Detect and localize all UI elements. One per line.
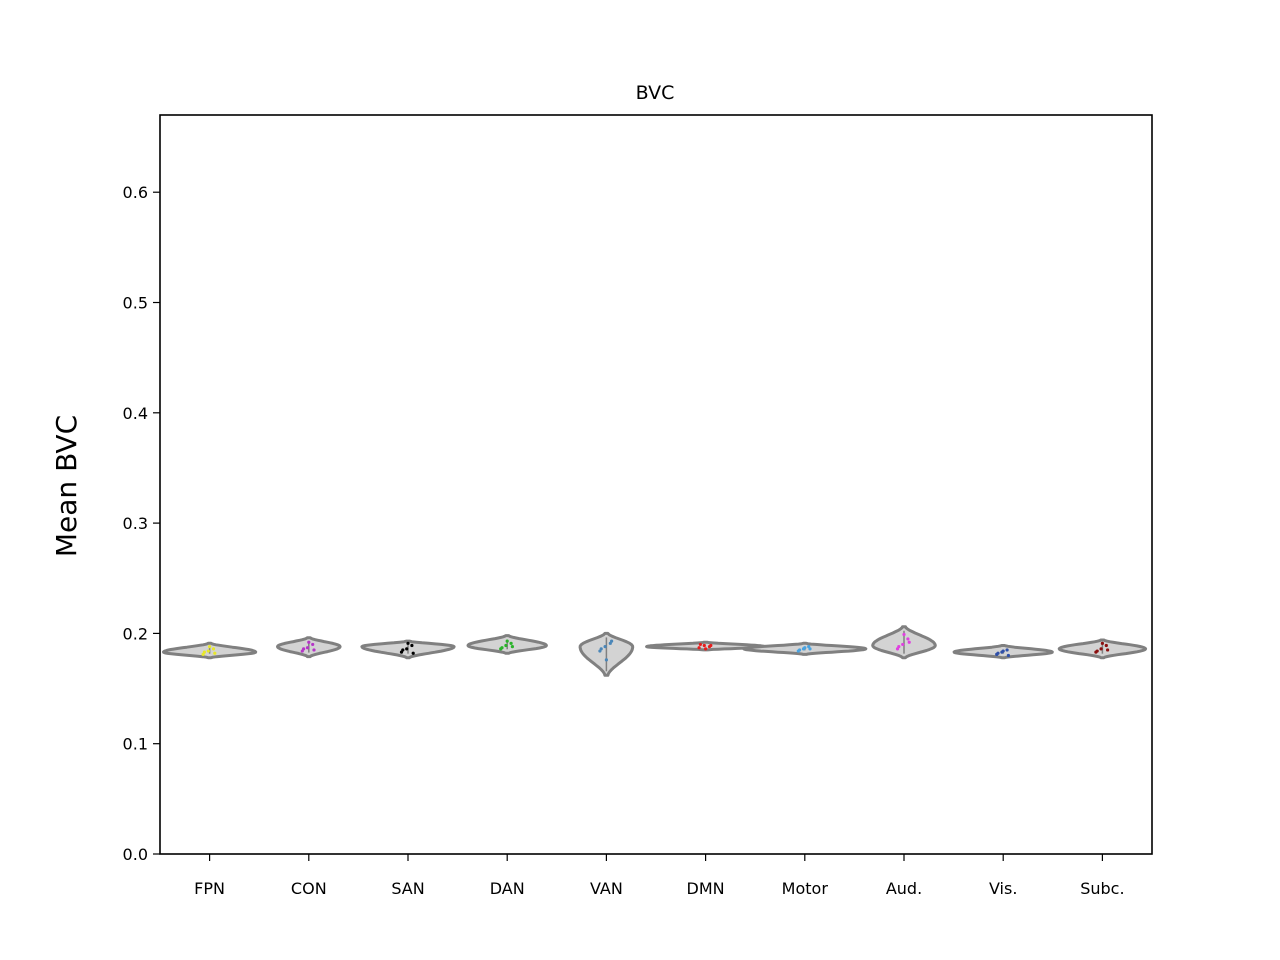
x-tick-label: Subc. [1080,879,1124,898]
data-point [401,648,405,652]
violin-van [578,631,635,677]
x-tick-label: CON [291,879,327,898]
data-point [208,645,212,649]
data-point [206,649,210,653]
y-axis-label: Mean BVC [50,415,83,557]
data-point [907,640,911,644]
x-tick-label: Vis. [989,879,1017,898]
violin-aud [871,625,937,660]
data-point [803,646,807,650]
x-tick-label: SAN [391,879,424,898]
violin-dan [466,634,548,655]
x-axis: FPN CON SAN DAN VAN DMN Motor Aud. Vis. Subc. [194,854,1125,898]
data-point [599,647,603,651]
data-point [610,639,614,643]
data-point [709,643,713,648]
data-point [510,645,514,649]
violins-group [162,625,1148,677]
data-point [704,647,708,651]
y-tick-label: 0.3 [123,514,148,533]
data-point [202,650,206,654]
violin-fpn [162,641,258,660]
data-point [311,642,315,647]
y-tick-label: 0.0 [123,845,148,864]
data-point [906,637,910,641]
y-tick-label: 0.6 [123,183,148,202]
data-point [410,643,414,648]
violin-vis [952,644,1054,660]
violin-con [276,636,342,659]
violin-san [360,639,456,660]
data-point [305,646,310,650]
violin-motor [742,641,868,656]
data-point [211,647,216,651]
data-point [1100,641,1104,645]
data-point [406,641,410,645]
data-point [1005,648,1009,652]
data-point [405,647,409,651]
x-tick-label: FPN [194,879,225,898]
x-tick-label: DAN [490,879,525,898]
data-point [897,645,901,649]
x-tick-label: VAN [590,879,623,898]
data-point [302,647,306,651]
data-point [604,658,609,662]
data-point [1106,648,1110,652]
x-tick-label: Motor [782,879,829,898]
x-tick-label: Aud. [886,879,922,898]
data-point [509,641,513,645]
y-tick-label: 0.4 [123,404,148,423]
data-point [697,646,701,650]
data-point [1006,653,1011,658]
plot-frame [159,114,1153,855]
data-point [798,648,802,652]
data-point [505,639,509,643]
data-point [901,642,905,647]
data-point [411,651,415,655]
data-point [1001,649,1005,653]
y-axis: 0.0 0.1 0.2 0.3 0.4 0.5 0.6 [123,183,160,864]
data-point [698,642,703,647]
chart-title: BVC [636,82,675,104]
y-tick-label: 0.2 [123,624,148,643]
data-point [213,651,217,655]
data-point [603,645,607,649]
data-point [1099,647,1103,651]
data-point [500,646,504,650]
violin-subc [1057,638,1148,660]
data-point [1104,643,1108,648]
data-point [808,647,812,651]
data-point [307,640,311,644]
data-point [312,648,316,652]
violin-dmn [645,640,767,652]
data-point [1095,649,1099,653]
data-point [504,643,508,648]
x-tick-label: DMN [687,879,725,898]
data-point [702,643,706,648]
data-point [902,632,906,637]
data-point [996,651,1000,655]
y-tick-label: 0.5 [123,294,148,313]
y-tick-label: 0.1 [123,735,148,754]
